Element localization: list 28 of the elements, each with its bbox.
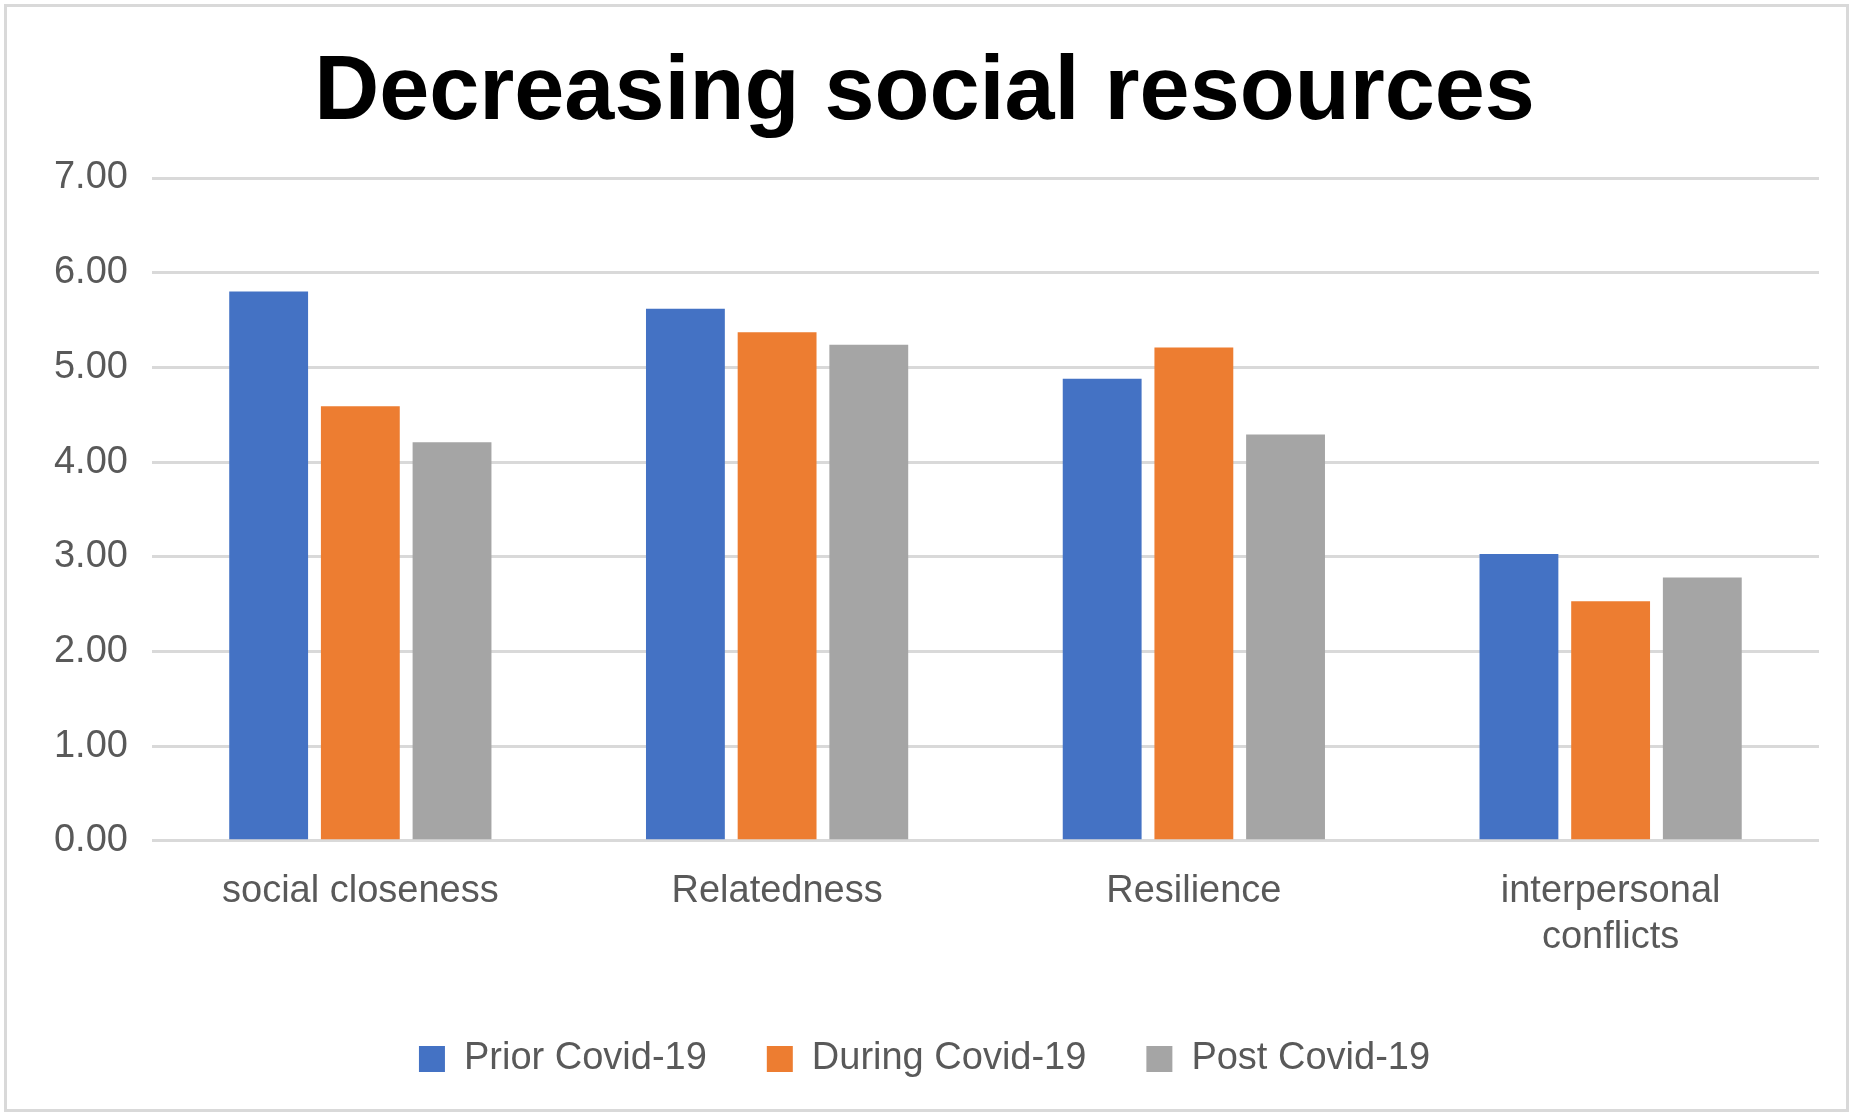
y-tick-label: 3.00 [53,533,128,576]
bar [1571,601,1651,840]
bar [229,291,309,840]
x-tick-label: interpersonal conflicts [1500,868,1721,956]
legend-label: During Covid-19 [811,1035,1087,1078]
y-tick-label: 7.00 [53,154,128,197]
y-tick-label: 1.00 [53,722,128,765]
y-tick-label: 0.00 [53,817,128,860]
y-tick-label: 2.00 [53,627,128,670]
x-tick-label: Resilience [1106,868,1282,911]
y-tick-label: 6.00 [53,249,128,292]
bar [737,332,817,840]
y-tick-label: 4.00 [53,438,128,481]
legend-label: Prior Covid-19 [463,1035,707,1078]
bar [829,344,909,840]
bar [320,406,400,840]
chart-title: Decreasing social resources [314,37,1535,138]
bar [1662,577,1742,840]
x-tick-label: Relatedness [671,868,883,911]
bar [1154,347,1234,840]
x-tick-label: social closeness [222,868,499,911]
y-tick-label: 5.00 [53,343,128,386]
bar [412,442,492,840]
bar [1246,434,1325,840]
bar [645,308,725,840]
bar [1479,553,1559,840]
bar [1062,378,1142,840]
legend-label: Post Covid-19 [1191,1035,1431,1078]
